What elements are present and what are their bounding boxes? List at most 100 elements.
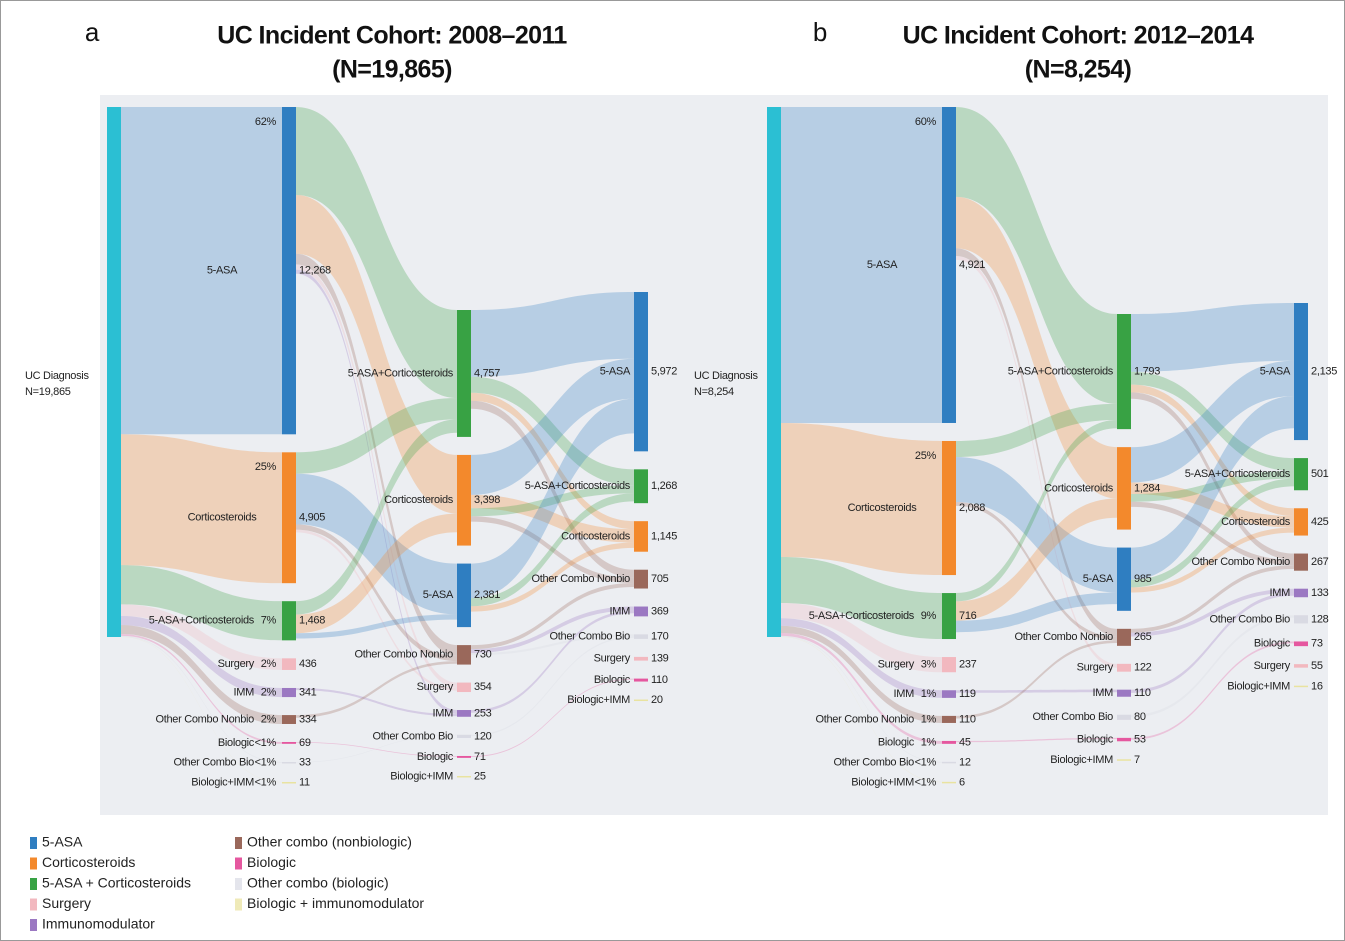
node xyxy=(634,521,648,552)
value-label: 354 xyxy=(474,681,492,693)
flow xyxy=(956,640,1117,719)
value-label: 4,905 xyxy=(299,512,325,524)
node-label: Biologic xyxy=(1077,733,1114,745)
node-label: Other Combo Bio xyxy=(1210,613,1291,625)
node xyxy=(282,741,296,744)
value-label: 71 xyxy=(474,751,486,763)
flow xyxy=(471,583,634,650)
legend-label: Biologic + immunomodulator xyxy=(247,895,424,911)
node xyxy=(457,755,471,758)
node-label: Corticosteroids xyxy=(188,512,258,524)
node xyxy=(942,440,956,576)
legend-swatch xyxy=(30,837,37,849)
legend-swatch xyxy=(30,878,37,890)
node-label: IMM xyxy=(1093,687,1114,699)
value-label: 985 xyxy=(1134,573,1152,585)
value-label: 110 xyxy=(1134,687,1151,699)
node xyxy=(1294,615,1308,624)
node-label: Biologic+IMM xyxy=(191,777,254,789)
flow xyxy=(296,253,457,656)
node xyxy=(942,593,956,640)
node xyxy=(1117,689,1131,697)
share-label: 9% xyxy=(921,610,937,622)
node-label: Surgery xyxy=(1077,662,1114,674)
flow xyxy=(121,635,282,763)
node-label: IMM xyxy=(1270,587,1291,599)
node xyxy=(1294,553,1308,571)
node-label: Corticosteroids xyxy=(561,530,631,542)
value-label: 80 xyxy=(1134,711,1146,723)
legend-label: Immunomodulator xyxy=(42,916,155,932)
flow xyxy=(956,737,1117,743)
node-label: 5-ASA xyxy=(867,259,898,271)
value-label: 20 xyxy=(651,694,663,706)
value-label: 33 xyxy=(299,757,311,769)
node-label: 5-ASA xyxy=(600,366,631,378)
node-label: Other Combo Bio xyxy=(550,631,631,643)
flow xyxy=(296,419,457,615)
source-node xyxy=(767,107,781,637)
flow xyxy=(296,741,457,757)
node xyxy=(1117,314,1131,430)
value-label: 25 xyxy=(474,771,486,783)
flow xyxy=(1131,592,1294,693)
share-label: 25% xyxy=(915,450,937,462)
node xyxy=(1294,641,1308,647)
legend-swatch xyxy=(30,898,37,911)
panel-letter: b xyxy=(813,17,827,47)
source-label: UC Diagnosis xyxy=(25,370,89,382)
panel-letter: a xyxy=(85,17,100,47)
source-value-label: N=19,865 xyxy=(25,386,71,398)
node-label: 5-ASA xyxy=(207,265,238,277)
share-label: 7% xyxy=(261,615,277,627)
node-label: IMM xyxy=(610,605,631,617)
node xyxy=(942,690,956,698)
node xyxy=(1294,685,1308,688)
node-label: 5-ASA+Corticosteroids xyxy=(809,610,915,622)
node-label: Biologic+IMM xyxy=(390,771,453,783)
node xyxy=(1117,628,1131,646)
flow xyxy=(956,107,1117,404)
node-label: Biologic+IMM xyxy=(1050,754,1113,766)
value-label: 4,921 xyxy=(959,259,985,271)
flow xyxy=(296,513,457,634)
value-label: 5,972 xyxy=(651,366,677,378)
flow xyxy=(956,498,1117,621)
legend-label: 5-ASA + Corticosteroids xyxy=(42,875,191,891)
flow xyxy=(471,358,634,495)
legend-swatch xyxy=(235,898,242,911)
flow xyxy=(296,734,457,763)
flow xyxy=(781,632,942,744)
flow xyxy=(1131,396,1294,580)
value-label: 1,468 xyxy=(299,615,325,627)
node xyxy=(282,658,296,670)
flow xyxy=(471,392,634,530)
node-label: Other Combo Bio xyxy=(373,730,454,742)
value-label: 45 xyxy=(959,736,971,748)
value-label: 436 xyxy=(299,658,317,670)
legend-label: Other combo (nonbiologic) xyxy=(247,834,412,850)
flow xyxy=(121,434,282,584)
node xyxy=(457,710,471,717)
share-label: 2% xyxy=(261,686,277,698)
share-label: 2% xyxy=(261,658,277,670)
value-label: 12 xyxy=(959,757,971,769)
value-label: 267 xyxy=(1311,556,1329,568)
node xyxy=(1294,588,1308,598)
flow xyxy=(296,529,457,691)
node xyxy=(942,107,956,423)
node xyxy=(1294,508,1308,536)
node-label: 5-ASA+Corticosteroids xyxy=(149,615,255,627)
flow xyxy=(296,398,457,474)
flow xyxy=(121,604,282,670)
flow xyxy=(1131,565,1294,633)
value-label: 253 xyxy=(474,707,492,719)
value-label: 369 xyxy=(651,605,669,617)
node xyxy=(942,781,956,784)
flow xyxy=(781,107,942,423)
flow xyxy=(781,636,942,783)
node xyxy=(1117,547,1131,611)
node-label: Other Combo Nonbio xyxy=(531,573,630,585)
node-label: Surgery xyxy=(417,681,454,693)
